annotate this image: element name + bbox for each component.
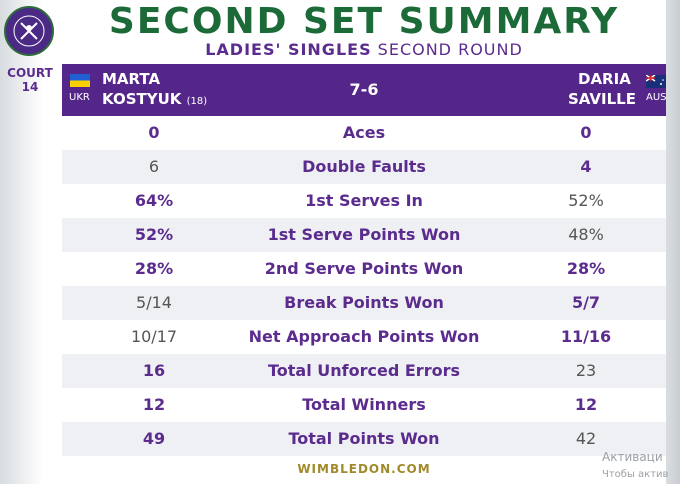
- stat-label: 1st Serves In: [305, 191, 423, 210]
- right-stat-value: 0: [580, 123, 592, 142]
- stat-row-double-faults: 6 Double Faults 4: [62, 150, 666, 184]
- left-stat-value: 10/17: [130, 327, 178, 346]
- left-player-last-name: KOSTYUK (18): [102, 90, 207, 111]
- event-name: LADIES' SINGLES: [205, 40, 372, 59]
- court-number: 14: [21, 80, 39, 94]
- stat-label: Total Unforced Errors: [268, 361, 460, 380]
- watermark-line-1: Активаци: [602, 450, 663, 464]
- court-word: COURT: [7, 66, 53, 80]
- right-stat-value: 23: [575, 361, 597, 380]
- stat-label: 2nd Serve Points Won: [264, 259, 464, 278]
- left-stat-value: 64%: [134, 191, 174, 210]
- right-stat-value: 12: [574, 395, 598, 414]
- right-player-last-name: SAVILLE: [568, 90, 636, 108]
- left-player-surname: KOSTYUK: [102, 90, 182, 108]
- left-stat-value: 16: [142, 361, 166, 380]
- page-subtitle: LADIES' SINGLES SECOND ROUND: [62, 40, 666, 60]
- stat-row-second-serve-points-won: 28% 2nd Serve Points Won 28%: [62, 252, 666, 286]
- right-country-code: AUS: [646, 92, 667, 103]
- stat-label: Break Points Won: [284, 293, 444, 312]
- round-name: SECOND ROUND: [371, 40, 523, 59]
- australia-flag-icon: [646, 75, 666, 88]
- watermark-line-2: Чтобы актив: [602, 469, 669, 480]
- stat-row-total-points-won: 49 Total Points Won 42: [62, 422, 666, 456]
- right-stat-value: 4: [580, 157, 592, 176]
- stat-row-total-winners: 12 Total Winners 12: [62, 388, 666, 422]
- stats-table: 0 Aces 0 6 Double Faults 4 64% 1st Serve…: [62, 116, 666, 456]
- left-stat-value: 52%: [134, 225, 174, 244]
- footer-link[interactable]: WIMBLEDON.COM: [297, 462, 431, 476]
- left-country-code: UKR: [69, 92, 90, 103]
- stat-row-break-points-won: 5/14 Break Points Won 5/7: [62, 286, 666, 320]
- left-stat-value: 28%: [134, 259, 174, 278]
- set-score: 7-6: [349, 80, 379, 99]
- right-stat-value: 52%: [568, 191, 604, 210]
- stat-label: 1st Serve Points Won: [267, 225, 461, 244]
- stat-label: Total Points Won: [288, 429, 440, 448]
- left-player-seed: (18): [186, 96, 208, 107]
- stat-label: Total Winners: [302, 395, 426, 414]
- court-label: COURT 14: [0, 66, 60, 94]
- right-stat-value: 11/16: [560, 327, 612, 346]
- stat-row-first-serves-in: 64% 1st Serves In 52%: [62, 184, 666, 218]
- left-background: [0, 0, 62, 484]
- left-stat-value: 6: [148, 157, 160, 176]
- right-stat-value: 28%: [566, 259, 606, 278]
- right-stat-value: 42: [575, 429, 597, 448]
- players-header: UKR MARTA KOSTYUK (18) 7-6 DARIA SAVILLE…: [62, 64, 667, 116]
- stat-row-first-serve-points-won: 52% 1st Serve Points Won 48%: [62, 218, 666, 252]
- right-player-first-name: DARIA: [578, 70, 631, 88]
- stat-row-total-unforced-errors: 16 Total Unforced Errors 23: [62, 354, 666, 388]
- left-stat-value: 12: [142, 395, 166, 414]
- wimbledon-logo-icon: [4, 6, 54, 56]
- stat-row-aces: 0 Aces 0: [62, 116, 666, 150]
- left-stat-value: 49: [142, 429, 166, 448]
- stat-row-net-approach-points-won: 10/17 Net Approach Points Won 11/16: [62, 320, 666, 354]
- ukraine-flag-icon: [70, 74, 90, 87]
- left-player-first-name: MARTA: [102, 70, 161, 88]
- left-stat-value: 0: [148, 123, 160, 142]
- stat-label: Double Faults: [302, 157, 426, 176]
- right-stat-value: 5/7: [571, 293, 601, 312]
- activation-watermark: Активаци Чтобы актив: [602, 448, 668, 484]
- page-title: SECOND SET SUMMARY: [108, 1, 620, 42]
- stat-label: Net Approach Points Won: [248, 327, 480, 346]
- left-stat-value: 5/14: [136, 293, 172, 312]
- stat-label: Aces: [342, 123, 386, 142]
- right-stat-value: 48%: [568, 225, 604, 244]
